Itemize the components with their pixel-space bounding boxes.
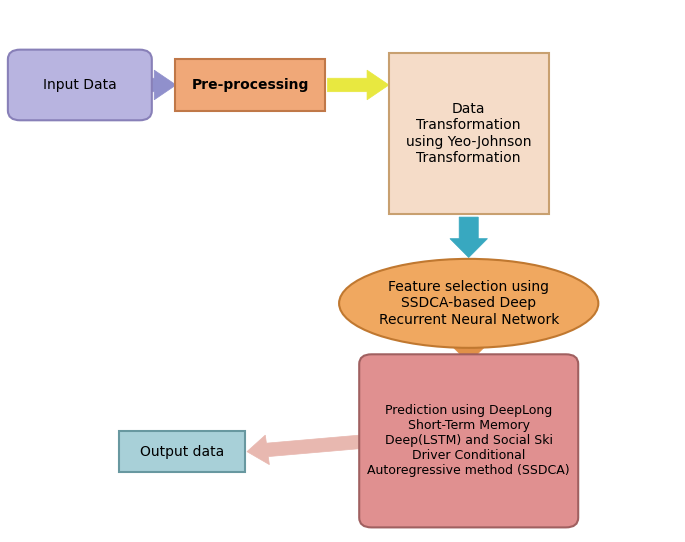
Text: Input Data: Input Data — [43, 78, 116, 92]
FancyBboxPatch shape — [388, 53, 549, 215]
Polygon shape — [450, 217, 488, 257]
Polygon shape — [327, 70, 389, 100]
Polygon shape — [452, 345, 485, 363]
Polygon shape — [247, 434, 373, 464]
Polygon shape — [141, 70, 176, 100]
Text: Output data: Output data — [140, 444, 224, 459]
FancyBboxPatch shape — [175, 60, 325, 111]
FancyBboxPatch shape — [8, 50, 152, 120]
Text: Data
Transformation
using Yeo-Johnson
Transformation: Data Transformation using Yeo-Johnson Tr… — [406, 102, 532, 165]
Text: Feature selection using
SSDCA-based Deep
Recurrent Neural Network: Feature selection using SSDCA-based Deep… — [379, 280, 559, 326]
Text: Prediction using DeepLong
Short-Term Memory
Deep(LSTM) and Social Ski
Driver Con: Prediction using DeepLong Short-Term Mem… — [367, 404, 570, 478]
Text: Pre-processing: Pre-processing — [192, 78, 309, 92]
Ellipse shape — [339, 259, 598, 348]
FancyBboxPatch shape — [119, 431, 245, 472]
FancyBboxPatch shape — [359, 354, 578, 527]
